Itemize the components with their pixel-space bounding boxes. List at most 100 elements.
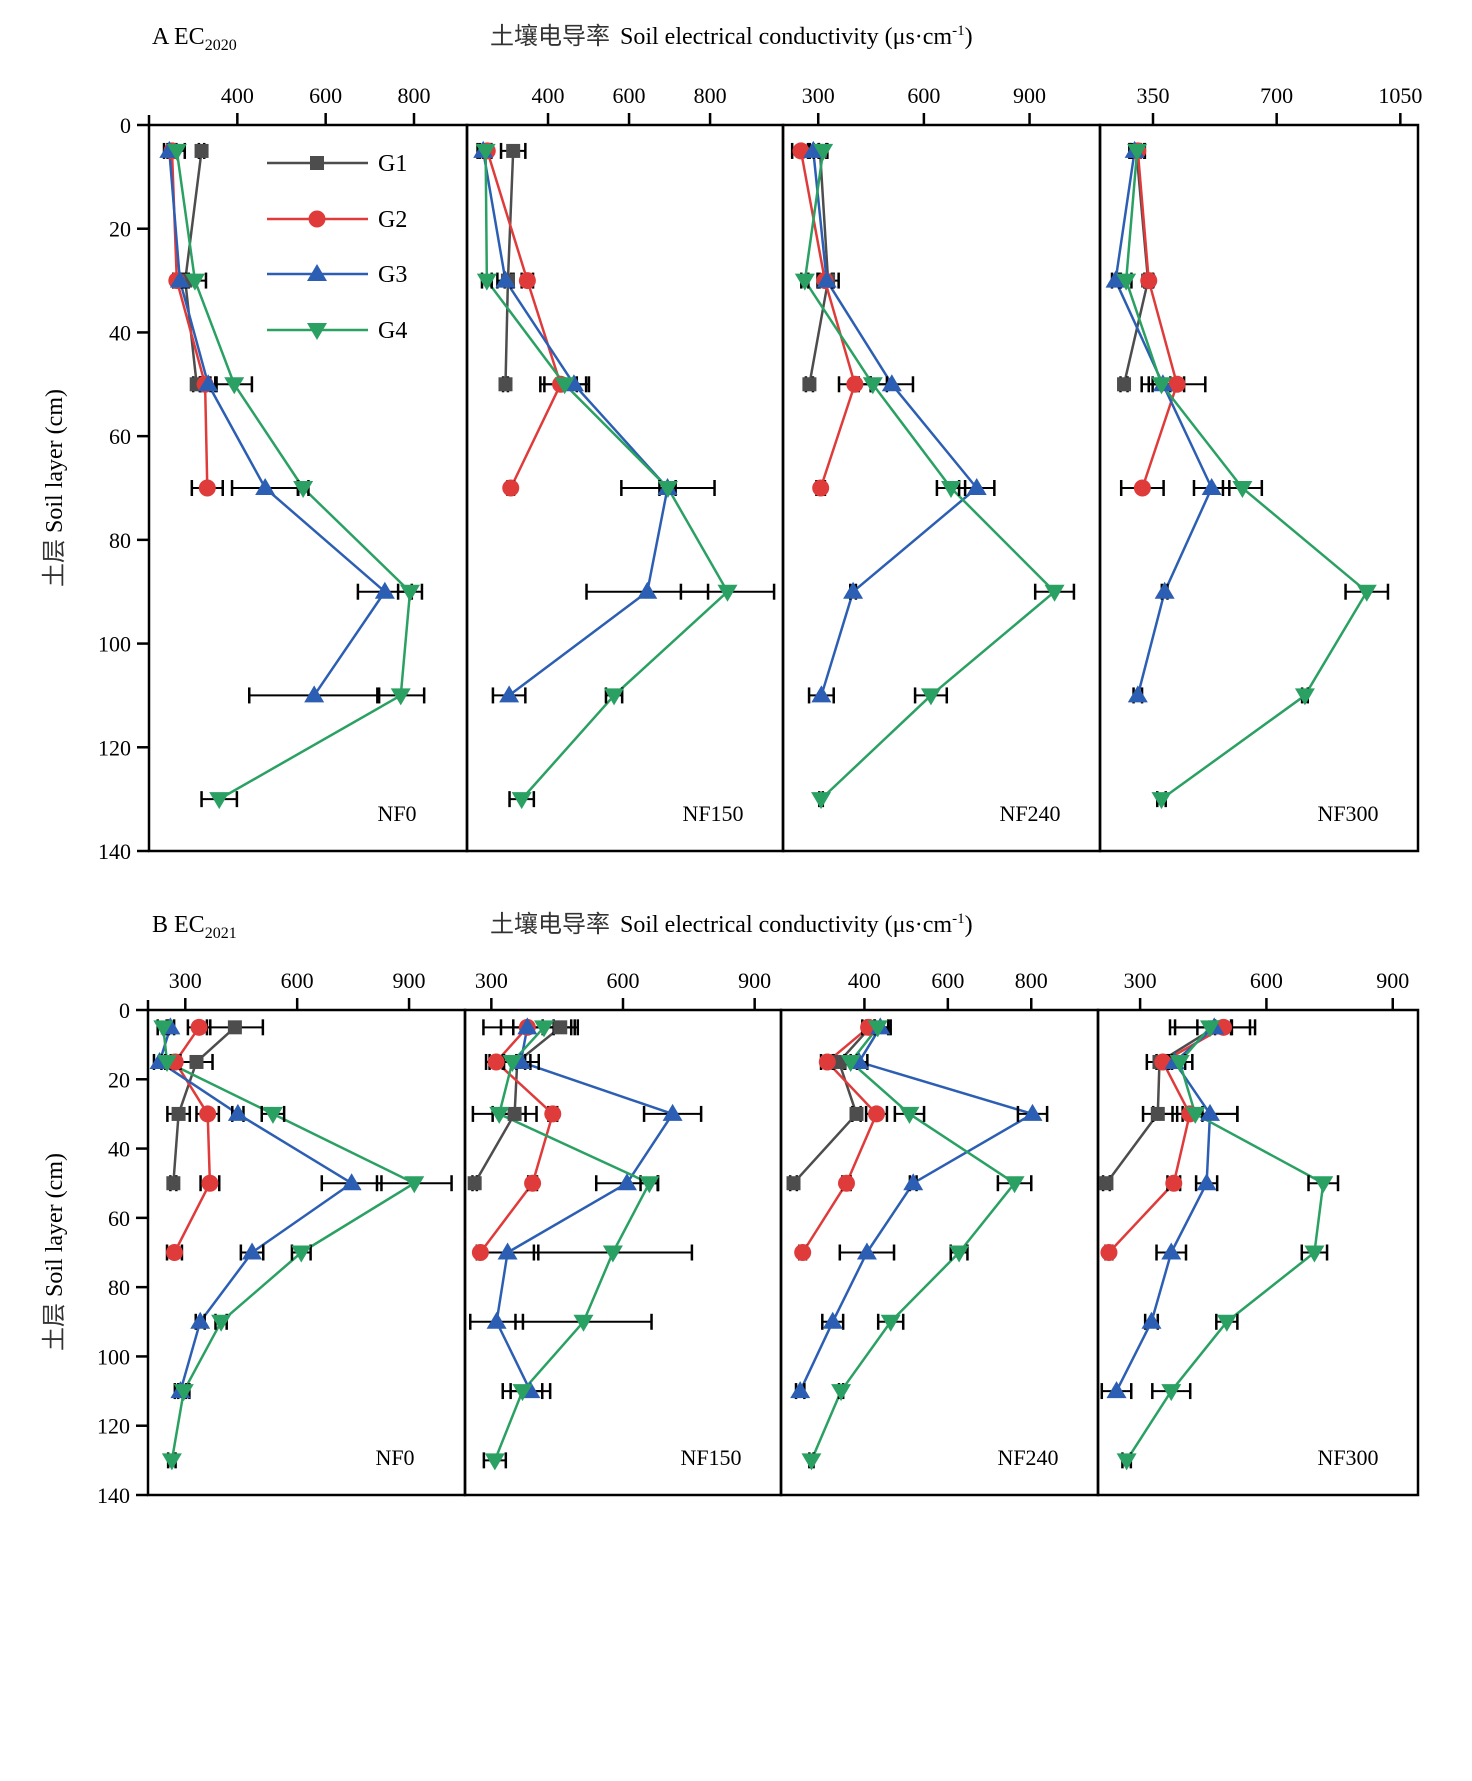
group-a-panel-nf0-point-g3 [198,374,219,392]
group-b-y-tick-label: 140 [97,1483,130,1508]
group-a-panel-nf300-point-g4 [1151,792,1172,810]
legend-marker-triangle-up-icon [307,264,327,281]
group-a-panel-nf0-line-g4 [175,150,412,801]
group-b-y-tick-label: 100 [97,1344,130,1369]
group-a-panel-nf240-point-g2 [812,479,830,497]
group-b-panel-nf300-point-g2 [1100,1244,1118,1261]
group-a-panel-nf300-line-g4 [1124,150,1369,801]
group-a-panel-nf300-x-tick-label: 1050 [1378,83,1422,108]
group-a-panel-nf0-point-g4 [400,584,421,602]
group-b-panel-nf150-point-g4 [639,1176,660,1194]
group-a-panel-nf0-point-g4 [390,688,411,706]
legend-item-g3: G3 [267,262,407,288]
group-b-panel-nf300-point-g4 [1304,1245,1325,1263]
group-b-panel-nf150-line-g4 [493,1026,651,1461]
group-a-panel-nf300-point-g3 [1154,581,1175,599]
group-b-panel-nf0-x-tick-label: 300 [169,968,202,993]
group-a-panel-nf0-x-tick-label: 600 [309,83,342,108]
group-b-panel-nf300-point-g3 [1141,1311,1162,1329]
group-a-panel-nf300-point-g4 [1356,584,1377,602]
group-a-panel-nf240-point-g4 [941,481,962,498]
group-a-panel-nf240-line-g2 [799,150,857,489]
group-a-panel-nf0-point-g4 [184,273,205,291]
group-b-panel-nf240-point-g4 [831,1384,852,1402]
group-b-panel-nf0-x-tick-label: 600 [281,968,314,993]
group-b-panel-nf300-point-g3 [1196,1173,1217,1191]
group-b-panel-nf0-point-g3 [227,1103,248,1121]
group-a-panel-nf300-point-g4 [1232,481,1253,498]
group-a-panel-nf150-point-g3 [637,581,658,599]
group-a-panel-nf0-point-g4 [209,792,230,810]
group-b-panel-nf150-point-g3 [486,1311,507,1329]
group-b-panel-nf300-point-g4 [1216,1314,1237,1332]
group-a-panel-nf300-point-g2 [1168,375,1186,393]
group-a-panel-nf150-point-g2 [518,272,536,290]
group-b-panel-nf0-point-g1 [189,1054,204,1069]
group-b-panel-nf300-x-tick-label: 900 [1376,968,1409,993]
group-b-panel-nf240-line-g4 [810,1026,1016,1461]
group-a-panel-nf240-point-g3 [881,374,902,392]
group-a-panel-nf0-point-g4 [166,143,187,161]
group-b-panel-nf240-point-g3 [822,1311,843,1329]
legend-marker-triangle-down-icon [307,323,327,340]
group-a-panel-nf150-x-tick-label: 600 [613,83,646,108]
group-a-panel-nf0-label: NF0 [377,801,416,826]
group-a-panel-nf240: 300 600 900 NF240 [781,83,1102,853]
group-a-panel-nf240-label: NF240 [999,801,1060,826]
group-a-panel-nf240-point-g4 [920,688,941,706]
group-a-panel-nf0: 400 600 800 NF0 [147,83,469,853]
group-b-y-tick-label: 60 [108,1206,130,1231]
group-b-panel-nf300-point-g2 [1165,1174,1183,1192]
group-b-panel-nf150-point-g4 [502,1054,523,1072]
group-a-panel-nf150-point-g3 [499,685,520,703]
group-b-panel-nf0-point-g4 [161,1453,182,1471]
group-b-header: B EC2021 土壤电导率 Soil electrical conductivi… [152,910,973,942]
group-b-panel-nf240-point-g3 [903,1173,924,1191]
group-a-panel-nf150-line-g1 [504,150,515,385]
group-a-panel-nf150-x-tick-label: 400 [532,83,565,108]
group-a-panel-nf150-point-g3 [495,270,516,288]
group-a-panel-nf240-x-tick-label: 600 [907,83,940,108]
group-b-panel-nf150-x-tick-label: 300 [475,968,508,993]
group-a-x-title: 土壤电导率 Soil electrical conductivity (μs·cm… [490,22,973,50]
group-a-panel-nf240-point-g3 [803,140,824,158]
group-b-panel-nf0-point-g3 [341,1173,362,1191]
group-a-panel-nf0-x-tick-label: 400 [221,83,254,108]
legend-item-g1: G1 [267,151,407,177]
group-b-panel-nf0-line-g3 [158,1026,353,1392]
group-a-panel-nf300-line-g2 [1136,150,1179,489]
group-b-panel-nf0-point-g4 [404,1176,425,1194]
group-b-panel-nf300-point-g4 [1161,1384,1182,1402]
group-a-y-tick-label: 0 [120,113,131,138]
group-b-panel-nf240-line-g1 [792,1026,872,1185]
group-b-panel-nf300-point-g1 [1150,1106,1165,1121]
group-b-panel-nf240-point-g2 [868,1105,886,1123]
group-a-panel-nf240-line-g3 [812,150,978,696]
group-b-panel-nf150-point-g2 [487,1053,505,1071]
group-b-panel-nf0-point-g4 [173,1384,194,1402]
legend-item-g2: G2 [267,207,407,233]
group-b-panel-nf240-point-g4 [840,1054,861,1072]
group-b-panel-nf300-line-g3 [1115,1026,1216,1392]
legend-label: G1 [378,151,407,177]
group-a-y-tick-label: 60 [109,424,131,449]
legend-marker-square-icon [310,156,324,170]
group-a-panel-nf0-point-g4 [293,481,314,498]
group-b-panel-nf240-point-g1 [849,1106,864,1121]
group-a-panel-nf150: 400 600 800 NF150 [465,83,785,853]
legend-label: G3 [378,262,407,288]
group-b-panel-nf300-label: NF300 [1317,1445,1378,1470]
group-b-panel-nf150-label: NF150 [680,1445,741,1470]
group-b-panel-nf240-point-g3 [1022,1103,1043,1121]
group-b-panel-nf0-point-g1 [166,1176,181,1191]
group-b-panel-nf300-point-g4 [1313,1176,1334,1194]
group-b-panel-nf0-point-g3 [190,1311,211,1329]
group-a-y-tick-label: 100 [98,632,131,657]
group-b-panel-nf240-point-g1 [786,1176,801,1191]
group-b-y-tick-label: 120 [97,1414,130,1439]
group-b-plots: 0 20 40 60 80 100 120 140 300 600 900 NF0 300 600 900 N… [97,968,1420,1508]
group-a-panel-nf300-point-g4 [1151,377,1172,395]
group-b-panel-nf240-point-g2 [837,1174,855,1192]
group-b-y-tick-label: 40 [108,1137,130,1162]
